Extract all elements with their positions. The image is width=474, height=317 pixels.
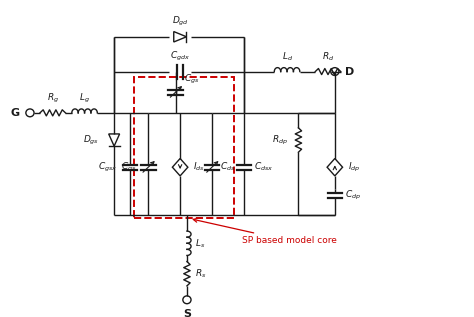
Bar xyxy=(134,77,234,218)
Text: $C_{gdx}$: $C_{gdx}$ xyxy=(170,50,190,63)
Text: $C_{gsx}$: $C_{gsx}$ xyxy=(99,161,118,174)
Text: $D_{gd}$: $D_{gd}$ xyxy=(172,15,189,28)
Polygon shape xyxy=(109,134,119,146)
Text: $C_{gs}$: $C_{gs}$ xyxy=(120,161,136,174)
Text: $I_{dp}$: $I_{dp}$ xyxy=(347,161,360,174)
Text: $C_{dp}$: $C_{dp}$ xyxy=(345,189,361,202)
Text: $L_d$: $L_d$ xyxy=(282,50,292,63)
Text: $D_{gs}$: $D_{gs}$ xyxy=(83,133,100,146)
Text: $R_g$: $R_g$ xyxy=(46,92,59,105)
Text: $C_{ds}$: $C_{ds}$ xyxy=(220,161,236,173)
Text: SP based model core: SP based model core xyxy=(193,218,337,245)
Polygon shape xyxy=(174,32,186,42)
Text: D: D xyxy=(345,67,354,76)
Text: $C_{gs}$: $C_{gs}$ xyxy=(184,73,199,86)
Text: $R_{dp}$: $R_{dp}$ xyxy=(273,133,288,146)
Text: $C_{dsx}$: $C_{dsx}$ xyxy=(254,161,273,173)
Text: S: S xyxy=(183,309,191,317)
Text: G: G xyxy=(11,108,20,118)
Text: $R_d$: $R_d$ xyxy=(322,50,334,63)
Text: $L_g$: $L_g$ xyxy=(79,92,90,105)
Text: $I_{ds}$: $I_{ds}$ xyxy=(193,161,205,173)
Text: $R_s$: $R_s$ xyxy=(195,268,207,280)
Text: $L_s$: $L_s$ xyxy=(195,237,205,249)
